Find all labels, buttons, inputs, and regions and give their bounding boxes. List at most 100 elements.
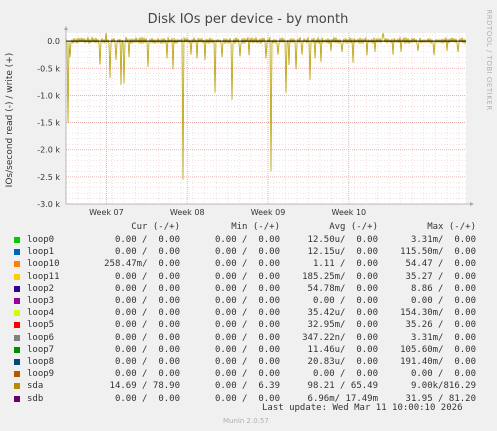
legend-cur: 0.00 / 0.00	[114, 369, 180, 380]
legend-series-name: loop7	[27, 344, 55, 355]
x-tick-label: Week 10	[332, 208, 367, 217]
legend-max: 115.50m/ 0.00	[400, 247, 476, 258]
legend-series-name: loop4	[27, 308, 55, 319]
chart-title: Disk IOs per device - by month	[148, 12, 349, 27]
legend-avg: 6.96m/ 17.49m	[307, 393, 378, 404]
legend-avg: 35.42u/ 0.00	[307, 308, 378, 319]
legend-cur: 0.00 / 0.00	[114, 357, 180, 367]
legend-series-name: sda	[27, 381, 44, 392]
legend-header: Max (-/+)	[427, 222, 476, 232]
legend-max: 154.30m/ 0.00	[400, 308, 476, 319]
y-tick-label: -2.5 k	[37, 173, 60, 182]
legend-max: 0.00 / 0.00	[410, 296, 476, 306]
legend-max: 9.00k/816.29	[410, 381, 476, 392]
legend-min: 0.00 / 0.00	[214, 283, 280, 294]
legend-min: 0.00 / 0.00	[214, 357, 280, 367]
x-tick-label: Week 07	[89, 208, 124, 217]
legend-cur: 0.00 / 0.00	[114, 308, 180, 319]
y-axis-arrow	[64, 26, 68, 30]
legend-max: 35.26 / 0.00	[405, 320, 476, 331]
legend-series-name: loop3	[27, 296, 55, 306]
legend-cur: 14.69 / 78.90	[109, 381, 180, 392]
y-axis-label: IOs/second read (-) / write (+)	[5, 53, 15, 188]
y-tick-label: -2.0 k	[37, 146, 60, 155]
legend-avg: 12.50u/ 0.00	[307, 235, 378, 245]
legend-min: 0.00 / 0.00	[214, 271, 280, 282]
legend-series-name: loop9	[27, 369, 55, 380]
legend-series-name: loop2	[27, 283, 55, 294]
legend-swatch	[14, 237, 20, 243]
legend-swatch	[14, 371, 20, 378]
legend-avg: 0.00 / 0.00	[312, 369, 378, 380]
legend-cur: 0.00 / 0.00	[114, 235, 180, 245]
legend-max: 31.95 / 81.20	[405, 393, 476, 404]
legend-max: 3.31m/ 0.00	[410, 332, 476, 343]
legend-min: 0.00 / 0.00	[214, 296, 280, 306]
legend-min: 0.00 / 0.00	[214, 393, 280, 404]
legend-swatch	[14, 359, 20, 365]
legend-swatch	[14, 273, 20, 280]
legend-swatch	[14, 298, 20, 304]
legend-min: 0.00 / 0.00	[214, 308, 280, 319]
x-tick-label: Week 09	[251, 208, 286, 217]
legend-max: 54.47 / 0.00	[405, 259, 476, 270]
legend-min: 0.00 / 0.00	[214, 344, 280, 355]
legend-header: Avg (-/+)	[329, 222, 378, 232]
legend-avg: 98.21 / 65.49	[307, 381, 378, 392]
legend-cur: 0.00 / 0.00	[114, 283, 180, 294]
legend-avg: 347.22n/ 0.00	[302, 332, 378, 343]
last-update: Last update: Wed Mar 11 10:00:10 2026	[262, 403, 463, 413]
legend-cur: 0.00 / 0.00	[114, 247, 180, 258]
legend-min: 0.00 / 6.39	[214, 381, 280, 392]
legend-swatch	[14, 346, 20, 353]
legend-series-name: loop1	[27, 247, 55, 258]
legend-avg: 185.25m/ 0.00	[302, 271, 378, 282]
legend-min: 0.00 / 0.00	[214, 369, 280, 380]
legend-series-name: sdb	[27, 393, 44, 404]
y-tick-label: -1.0 k	[37, 91, 60, 100]
legend-swatch	[14, 261, 20, 268]
munin-version: Munin 2.0.57	[223, 417, 269, 425]
y-tick-label: -1.5 k	[37, 119, 60, 128]
legend-min: 0.00 / 0.00	[214, 332, 280, 343]
legend-series-name: loop10	[27, 259, 60, 270]
legend-swatch	[14, 285, 20, 292]
legend-avg: 12.15u/ 0.00	[307, 247, 378, 258]
plot-background	[66, 33, 466, 204]
plot-area: 0.0 -0.5 k -1.0 k -1.5 k -2.0 k -2.5 k -3.0 k W…	[37, 26, 474, 217]
y-tick-label: -3.0 k	[37, 200, 60, 209]
legend-cur: 0.00 / 0.00	[114, 332, 180, 343]
legend-header: Min (-/+)	[231, 222, 280, 232]
legend-min: 0.00 / 0.00	[214, 259, 280, 270]
legend-max: 105.60m/ 0.00	[400, 344, 476, 355]
x-axis-arrow	[470, 202, 474, 206]
legend-avg: 1.11 / 0.00	[312, 259, 378, 270]
legend-max: 8.86 / 0.00	[410, 283, 476, 294]
legend-max: 35.27 / 0.00	[405, 271, 476, 282]
legend-max: 191.40m/ 0.00	[400, 357, 476, 367]
legend-cur: 0.00 / 0.00	[114, 296, 180, 306]
legend-avg: 54.78m/ 0.00	[307, 283, 378, 294]
legend-min: 0.00 / 0.00	[214, 247, 280, 258]
legend-series-name: loop5	[27, 320, 55, 331]
legend-avg: 11.46u/ 0.00	[307, 344, 378, 355]
legend-swatch	[14, 249, 20, 256]
legend-avg: 0.00 / 0.00	[312, 296, 378, 306]
legend-series-name: loop0	[27, 235, 55, 245]
legend-min: 0.00 / 0.00	[214, 235, 280, 245]
legend-cur: 0.00 / 0.00	[114, 320, 180, 331]
legend-avg: 20.83u/ 0.00	[307, 357, 378, 367]
legend-avg: 32.95m/ 0.00	[307, 320, 378, 331]
rrdtool-credit: RRDTOOL / TOBI OETIKER	[485, 9, 493, 110]
legend-max: 3.31m/ 0.00	[410, 235, 476, 245]
legend-swatch	[14, 310, 20, 317]
legend-series-name: loop11	[27, 271, 60, 282]
legend-swatch	[14, 322, 20, 329]
legend-header: Cur (-/+)	[131, 222, 180, 232]
y-tick-label: -0.5 k	[37, 64, 60, 73]
legend-series-name: loop6	[27, 332, 55, 343]
legend-cur: 0.00 / 0.00	[114, 393, 180, 404]
legend-cur: 0.00 / 0.00	[114, 271, 180, 282]
